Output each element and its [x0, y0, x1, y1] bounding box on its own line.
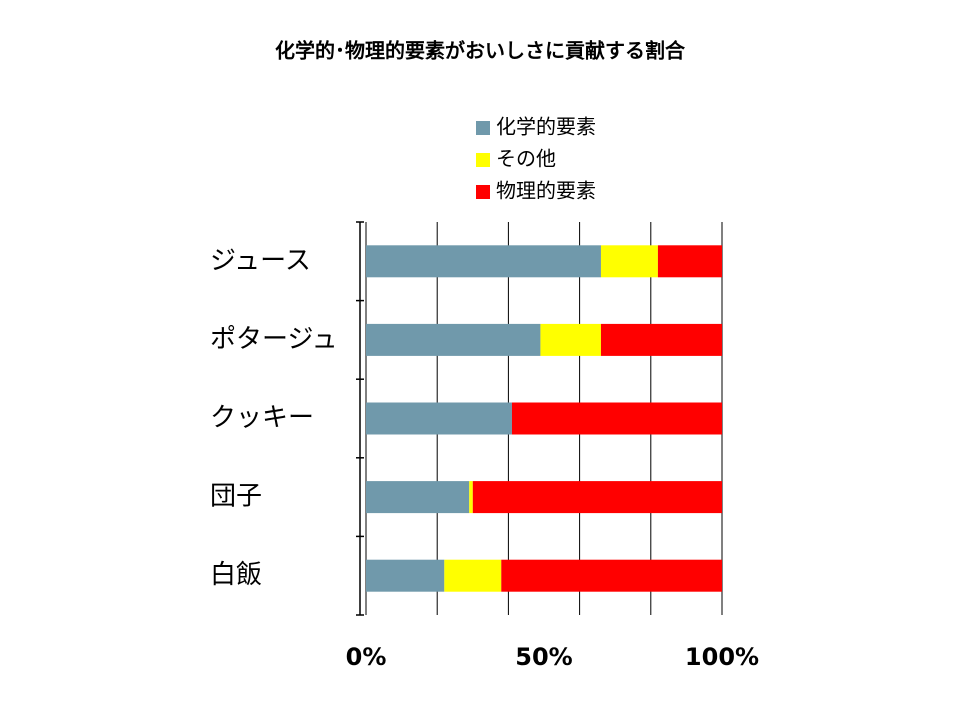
bar	[366, 559, 445, 592]
chart-title: 化学的･物理的要素がおいしさに貢献する割合	[275, 39, 686, 63]
bar	[366, 402, 512, 435]
legend-swatch	[476, 153, 490, 167]
x-tick-label: 50%	[515, 643, 572, 671]
y-tick-label: クッキー	[210, 403, 314, 433]
y-tick-label: 白飯	[210, 560, 262, 590]
bar	[366, 323, 541, 356]
legend-swatch	[476, 121, 490, 135]
y-tick-label: ポタージュ	[210, 324, 338, 354]
x-tick-label: 0%	[346, 643, 387, 671]
bar	[444, 559, 502, 592]
legend-label: その他	[496, 147, 556, 171]
legend-label: 物理的要素	[496, 179, 596, 203]
y-tick-label: 団子	[210, 482, 262, 512]
legend-swatch	[476, 185, 490, 199]
y-tick-label: ジュース	[210, 246, 311, 276]
bar	[600, 323, 722, 356]
x-tick-label: 100%	[685, 643, 759, 671]
bar	[657, 245, 722, 278]
bar	[469, 481, 473, 514]
bar	[472, 481, 722, 514]
bar	[600, 245, 658, 278]
bar	[511, 402, 722, 435]
legend-label: 化学的要素	[496, 115, 596, 139]
bar	[366, 245, 601, 278]
bar	[501, 559, 722, 592]
bar	[366, 481, 470, 514]
bar	[540, 323, 601, 356]
